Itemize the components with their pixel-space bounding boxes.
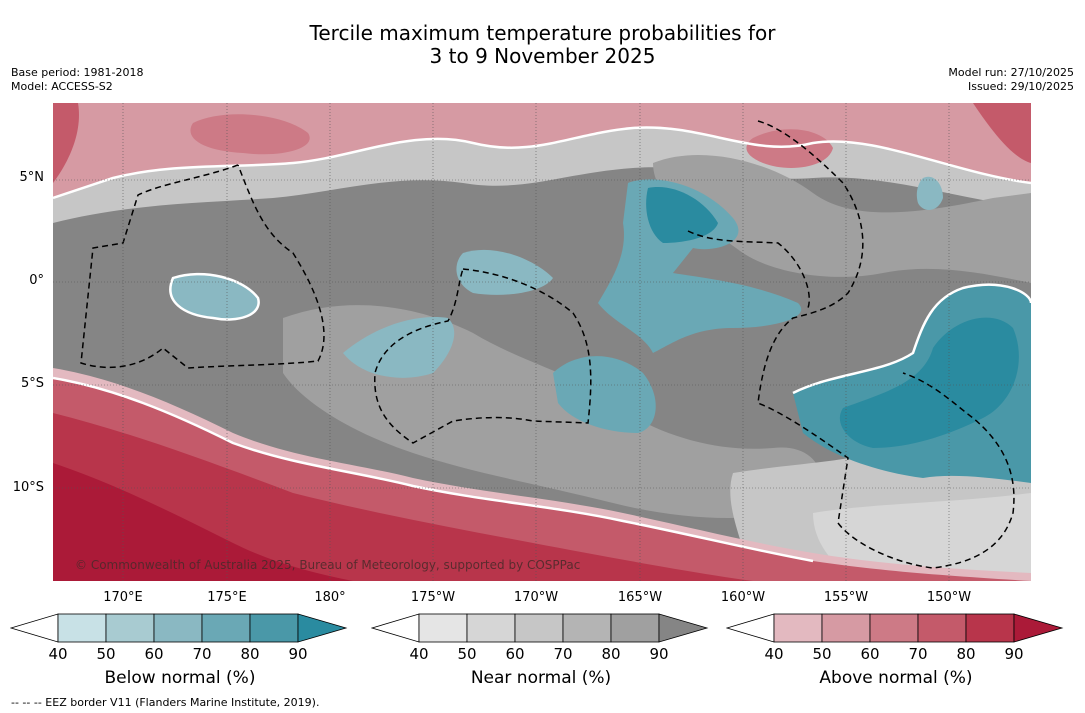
above-north-core-3 bbox=[973, 103, 1031, 163]
colorbar-tick-label: 90 bbox=[1004, 645, 1023, 663]
colorbar-segment bbox=[466, 613, 516, 643]
colorbar-extend-high bbox=[1013, 613, 1064, 643]
colorbar-segment bbox=[201, 613, 251, 643]
below-patch-4-core bbox=[646, 187, 718, 243]
copyright-notice: © Commonwealth of Australia 2025, Bureau… bbox=[75, 558, 581, 572]
colorbar-tick-label: 40 bbox=[409, 645, 428, 663]
lon-label-160w: 160°W bbox=[720, 590, 766, 605]
model-run: Model run: 27/10/2025 bbox=[948, 66, 1074, 79]
colorbar-tick-label: 70 bbox=[192, 645, 211, 663]
above-north-core-4 bbox=[53, 103, 79, 183]
colorbar-tick-label: 60 bbox=[144, 645, 163, 663]
colorbar-tick-label: 80 bbox=[240, 645, 259, 663]
model-name: Model: ACCESS-S2 bbox=[11, 80, 113, 93]
colorbar-segment bbox=[965, 613, 1015, 643]
above-south-deep bbox=[53, 463, 353, 581]
colorbar-tick-label: 70 bbox=[908, 645, 927, 663]
near-light-2 bbox=[653, 154, 1031, 283]
below-patch-6-core bbox=[839, 317, 1019, 448]
colorbar-segment bbox=[153, 613, 203, 643]
colorbar-tick-label: 80 bbox=[601, 645, 620, 663]
colorbar-below-normal: 40 50 60 70 80 90 bbox=[10, 613, 348, 663]
title-line-2: 3 to 9 November 2025 bbox=[429, 44, 656, 68]
above-south-core bbox=[53, 413, 753, 581]
colorbar-tick-label: 90 bbox=[288, 645, 307, 663]
colorbar-extend-low bbox=[10, 613, 59, 643]
colorbar-segment bbox=[610, 613, 660, 643]
legend-title-near: Near normal (%) bbox=[470, 668, 612, 688]
colorbar-tick-label: 60 bbox=[505, 645, 524, 663]
colorbar-extend-high bbox=[658, 613, 709, 643]
lat-label-5n: 5°N bbox=[19, 170, 45, 185]
issued-date: Issued: 29/10/2025 bbox=[967, 80, 1074, 93]
lon-label-170e: 170°E bbox=[103, 590, 143, 605]
eez-footnote: -- -- -- EEZ border V11 (Flanders Marine… bbox=[11, 696, 320, 709]
lon-label-180: 180° bbox=[314, 590, 346, 605]
colorbar-segment bbox=[821, 613, 871, 643]
colorbar-extend-low bbox=[371, 613, 420, 643]
colorbar-tick-label: 40 bbox=[48, 645, 67, 663]
legend-title-above: Above normal (%) bbox=[819, 668, 973, 688]
below-patch-7 bbox=[916, 176, 943, 210]
colorbar-extend-low bbox=[726, 613, 775, 643]
lat-label-5s: 5°S bbox=[20, 376, 44, 391]
colorbar-segment bbox=[249, 613, 299, 643]
below-patch-5 bbox=[553, 356, 656, 433]
below-patch-4 bbox=[598, 179, 802, 353]
below-patch-2 bbox=[456, 249, 553, 295]
colorbar-tick-label: 40 bbox=[764, 645, 783, 663]
colorbar-tick-label: 50 bbox=[96, 645, 115, 663]
colorbar-segment bbox=[418, 613, 468, 643]
base-period: Base period: 1981-2018 bbox=[11, 66, 144, 79]
lat-label-0: 0° bbox=[29, 273, 44, 288]
eez-borders bbox=[80, 120, 1015, 569]
colorbar-segment bbox=[514, 613, 564, 643]
lon-label-175w: 175°W bbox=[410, 590, 456, 605]
above-north-core-1 bbox=[190, 114, 310, 155]
colorbar-segment bbox=[562, 613, 612, 643]
colorbar-extend-high bbox=[297, 613, 348, 643]
above-north-core-2 bbox=[746, 129, 833, 168]
lon-label-165w: 165°W bbox=[617, 590, 663, 605]
below-patch-1 bbox=[170, 274, 259, 320]
colorbar-segment bbox=[917, 613, 967, 643]
near-light-4 bbox=[813, 493, 1031, 581]
colorbar-segment bbox=[57, 613, 107, 643]
colorbar-tick-label: 50 bbox=[457, 645, 476, 663]
title-line-1: Tercile maximum temperature probabilitie… bbox=[309, 21, 776, 45]
probability-map bbox=[53, 103, 1031, 581]
lon-label-175e: 175°E bbox=[207, 590, 247, 605]
colorbar-tick-label: 60 bbox=[860, 645, 879, 663]
graticule bbox=[53, 103, 1031, 581]
colorbar-segment bbox=[773, 613, 823, 643]
legend-title-below: Below normal (%) bbox=[104, 668, 256, 688]
meta-left: Base period: 1981-2018 Model: ACCESS-S2 bbox=[11, 66, 143, 94]
colorbar-tick-label: 70 bbox=[553, 645, 572, 663]
lon-label-170w: 170°W bbox=[513, 590, 559, 605]
colorbar-tick-label: 50 bbox=[812, 645, 831, 663]
meta-right: Model run: 27/10/2025 Issued: 29/10/2025 bbox=[948, 66, 1074, 94]
lat-label-10s: 10°S bbox=[12, 480, 44, 495]
colorbar-tick-label: 80 bbox=[956, 645, 975, 663]
colorbar-above-normal: 40 50 60 70 80 90 bbox=[726, 613, 1064, 663]
colorbar-tick-label: 90 bbox=[649, 645, 668, 663]
below-patch-3 bbox=[343, 317, 455, 378]
colorbar-segment bbox=[869, 613, 919, 643]
lon-label-155w: 155°W bbox=[823, 590, 869, 605]
colorbar-segment bbox=[105, 613, 155, 643]
map-title: Tercile maximum temperature probabilitie… bbox=[0, 22, 1085, 68]
colorbar-near-normal: 40 50 60 70 80 90 bbox=[371, 613, 709, 663]
probability-contours bbox=[53, 126, 1031, 563]
lon-label-150w: 150°W bbox=[926, 590, 972, 605]
